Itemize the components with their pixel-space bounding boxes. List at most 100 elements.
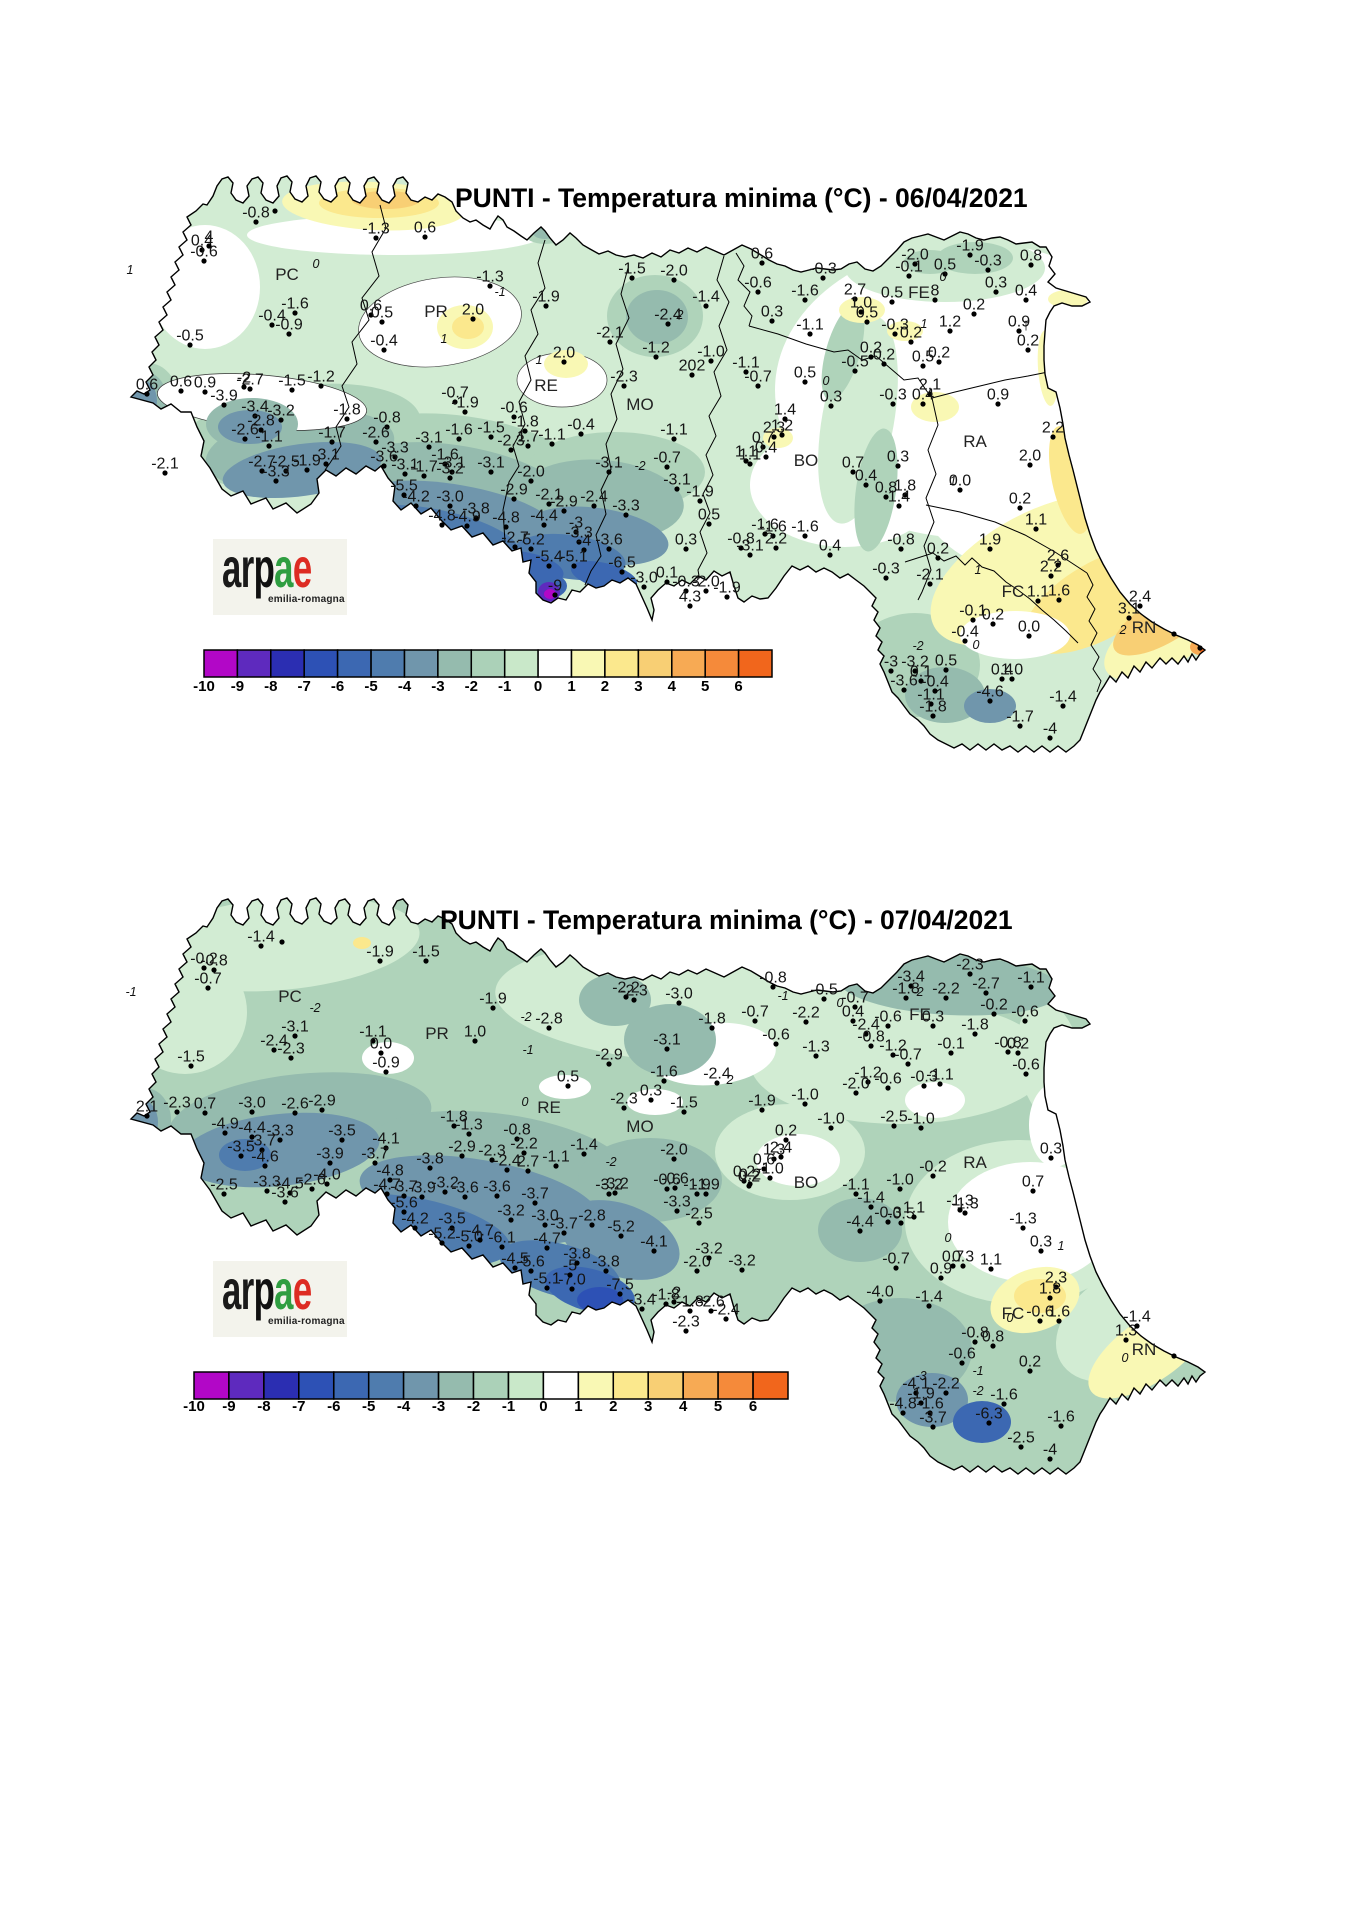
svg-text:-2.4: -2.4 xyxy=(654,307,682,324)
svg-text:0: 0 xyxy=(945,1231,952,1245)
svg-text:2.2: 2.2 xyxy=(1042,420,1064,437)
svg-text:-1: -1 xyxy=(125,985,136,999)
svg-text:0.3: 0.3 xyxy=(952,1249,974,1266)
svg-text:0.1: 0.1 xyxy=(910,664,932,681)
svg-text:RE: RE xyxy=(537,1098,561,1117)
svg-text:-3.6: -3.6 xyxy=(451,1180,479,1197)
svg-text:-1.3: -1.3 xyxy=(455,1117,483,1134)
svg-text:-3.2: -3.2 xyxy=(601,1176,629,1193)
svg-text:-3.6: -3.6 xyxy=(890,673,918,690)
svg-text:-2.9: -2.9 xyxy=(448,1139,476,1156)
svg-text:-2.5: -2.5 xyxy=(685,1206,713,1223)
svg-text:0.7: 0.7 xyxy=(942,1249,964,1266)
svg-text:-3.1: -3.1 xyxy=(653,1032,681,1049)
svg-text:emilia-romagna: emilia-romagna xyxy=(268,594,345,605)
svg-text:-0.6: -0.6 xyxy=(653,1172,681,1189)
svg-text:-1.7: -1.7 xyxy=(410,459,438,476)
svg-text:-3: -3 xyxy=(915,1369,926,1383)
svg-text:BO: BO xyxy=(794,1173,819,1192)
svg-text:-1.7: -1.7 xyxy=(1006,709,1034,726)
svg-text:0.5: 0.5 xyxy=(794,365,816,382)
svg-text:4: 4 xyxy=(205,229,214,246)
svg-text:-1.1: -1.1 xyxy=(359,1024,387,1041)
svg-text:-0.9: -0.9 xyxy=(372,1055,400,1072)
svg-text:-4: -4 xyxy=(398,678,412,695)
svg-text:-0.6: -0.6 xyxy=(948,1346,976,1363)
svg-text:1.4: 1.4 xyxy=(774,402,796,419)
svg-text:BO: BO xyxy=(794,451,819,470)
svg-text:-4.2: -4.2 xyxy=(402,489,430,506)
svg-text:-3.3: -3.3 xyxy=(663,1194,691,1211)
svg-text:0.7: 0.7 xyxy=(194,1096,216,1113)
svg-text:-0.7: -0.7 xyxy=(841,990,869,1007)
svg-text:-2.7: -2.7 xyxy=(248,454,276,471)
svg-text:0.5: 0.5 xyxy=(881,285,903,302)
svg-text:-0.3: -0.3 xyxy=(874,1205,902,1222)
svg-text:0.2: 0.2 xyxy=(873,347,895,364)
svg-text:1.6: 1.6 xyxy=(1048,583,1070,600)
svg-text:-4: -4 xyxy=(577,533,591,550)
svg-text:-0.6: -0.6 xyxy=(874,1009,902,1026)
svg-text:-0.3: -0.3 xyxy=(974,253,1002,270)
svg-text:-1.3: -1.3 xyxy=(362,221,390,238)
svg-text:arpae: arpae xyxy=(222,537,312,600)
svg-text:-0.6: -0.6 xyxy=(1012,1057,1040,1074)
svg-text:RN: RN xyxy=(1132,618,1157,637)
svg-text:-3: -3 xyxy=(431,678,444,695)
svg-text:-1.4: -1.4 xyxy=(915,1289,943,1306)
svg-text:-1.8: -1.8 xyxy=(440,1109,468,1126)
svg-text:-1.0: -1.0 xyxy=(817,1111,845,1128)
svg-text:0.6: 0.6 xyxy=(751,246,773,263)
svg-text:-2: -2 xyxy=(912,639,923,653)
svg-text:1.0: 1.0 xyxy=(464,1024,486,1041)
svg-text:-2.0: -2.0 xyxy=(842,1076,870,1093)
svg-text:-2.1: -2.1 xyxy=(151,456,179,473)
svg-text:-0.2: -0.2 xyxy=(919,1159,947,1176)
svg-text:1: 1 xyxy=(441,332,448,346)
svg-text:-1.0: -1.0 xyxy=(697,344,725,361)
svg-text:1: 1 xyxy=(1058,1239,1065,1253)
svg-text:-0.8: -0.8 xyxy=(857,1029,885,1046)
svg-text:1.1: 1.1 xyxy=(980,1252,1002,1269)
svg-text:-2.0: -2.0 xyxy=(692,574,720,591)
svg-text:-1.1: -1.1 xyxy=(538,427,566,444)
svg-text:-4.8: -4.8 xyxy=(376,1163,404,1180)
svg-text:-4.0: -4.0 xyxy=(866,1284,894,1301)
svg-text:-8: -8 xyxy=(257,1398,270,1415)
svg-text:1.2: 1.2 xyxy=(939,314,961,331)
svg-text:-1: -1 xyxy=(494,285,505,299)
svg-text:-2.7: -2.7 xyxy=(972,976,1000,993)
svg-text:-1: -1 xyxy=(522,1043,533,1057)
svg-text:RN: RN xyxy=(1132,1340,1157,1359)
svg-text:-1.8: -1.8 xyxy=(698,1011,726,1028)
svg-text:-2: -2 xyxy=(309,1001,320,1015)
svg-text:0.3: 0.3 xyxy=(675,532,697,549)
svg-text:-1.9: -1.9 xyxy=(748,1093,776,1110)
svg-text:0.6: 0.6 xyxy=(170,374,192,391)
svg-text:-3.1: -3.1 xyxy=(438,455,466,472)
svg-text:5: 5 xyxy=(714,1398,722,1415)
svg-text:0.5: 0.5 xyxy=(557,1069,579,1086)
svg-text:-2.8: -2.8 xyxy=(247,413,275,430)
svg-text:3: 3 xyxy=(644,1398,652,1415)
svg-text:0.4: 0.4 xyxy=(842,1004,864,1021)
svg-text:0: 0 xyxy=(837,996,844,1010)
svg-text:-1.1: -1.1 xyxy=(842,1177,870,1194)
svg-text:-3.2: -3.2 xyxy=(728,1253,756,1270)
svg-text:-0.8: -0.8 xyxy=(961,1325,989,1342)
svg-text:-2.0: -2.0 xyxy=(660,1142,688,1159)
svg-text:-3.1: -3.1 xyxy=(595,455,623,472)
svg-text:2.3: 2.3 xyxy=(763,420,785,437)
svg-text:-0.8: -0.8 xyxy=(373,410,401,427)
svg-text:-1.9: -1.9 xyxy=(683,1177,711,1194)
svg-text:-3.8: -3.8 xyxy=(416,1151,444,1168)
svg-text:1.0: 1.0 xyxy=(1001,662,1023,679)
svg-text:-1.8: -1.8 xyxy=(892,981,920,998)
svg-text:-1.0: -1.0 xyxy=(907,1111,935,1128)
svg-text:0.4: 0.4 xyxy=(819,538,841,555)
svg-text:2.1: 2.1 xyxy=(919,377,941,394)
svg-text:0.2: 0.2 xyxy=(733,1164,755,1181)
svg-text:-3.5: -3.5 xyxy=(438,1211,466,1228)
svg-text:0.7: 0.7 xyxy=(752,430,774,447)
svg-text:0.2: 0.2 xyxy=(860,340,882,357)
